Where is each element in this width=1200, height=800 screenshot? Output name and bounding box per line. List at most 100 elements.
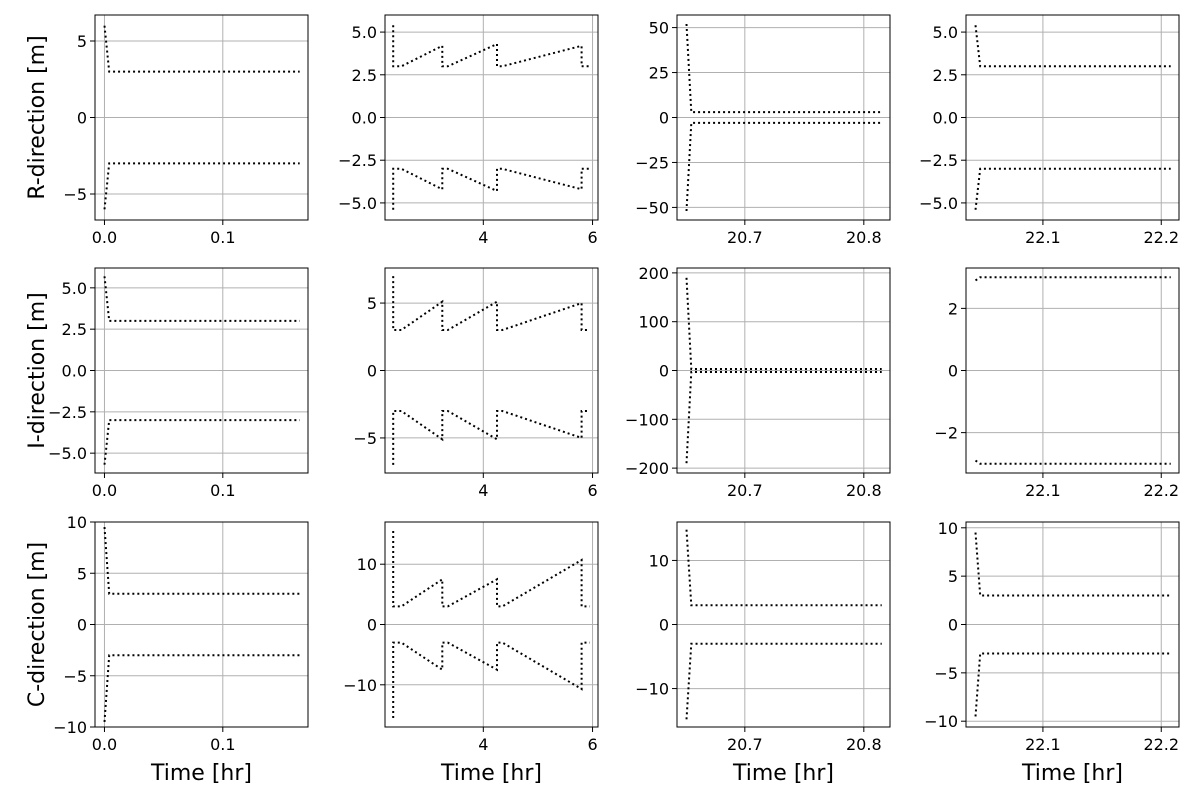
y-tick-label: 0 xyxy=(659,362,669,381)
y-tick-label: −5.0 xyxy=(48,444,87,463)
y-tick-label: 2 xyxy=(948,299,958,318)
series-line-0 xyxy=(103,276,300,322)
y-axis-label: C-direction [m] xyxy=(25,542,50,707)
x-tick-label: 6 xyxy=(587,735,597,754)
y-tick-label: −5 xyxy=(63,667,87,686)
y-tick-label: 5 xyxy=(77,564,87,583)
x-tick-label: 6 xyxy=(587,481,597,500)
y-tick-label: 5 xyxy=(367,294,377,313)
y-tick-label: −2.5 xyxy=(338,151,377,170)
series-line-1 xyxy=(103,654,300,722)
y-tick-label: 5.0 xyxy=(62,279,87,298)
series-line-0 xyxy=(685,529,882,607)
x-tick-label: 0.1 xyxy=(210,735,235,754)
y-tick-label: 5.0 xyxy=(933,23,958,42)
y-tick-label: 0 xyxy=(659,109,669,128)
y-tick-label: 10 xyxy=(649,551,669,570)
y-tick-label: 5 xyxy=(948,567,958,586)
series-line-0 xyxy=(392,25,590,68)
x-tick-label: 20.7 xyxy=(727,481,763,500)
y-tick-label: −5.0 xyxy=(338,194,377,213)
x-tick-label: 0.0 xyxy=(92,481,117,500)
y-tick-label: 0 xyxy=(77,109,87,128)
y-tick-label: 0.0 xyxy=(352,109,377,128)
x-tick-label: 22.1 xyxy=(1025,735,1061,754)
x-tick-label: 20.8 xyxy=(846,481,882,500)
y-tick-label: −2.5 xyxy=(919,151,958,170)
series-line-0 xyxy=(974,276,1171,282)
x-tick-label: 0.1 xyxy=(210,481,235,500)
x-axis-label: Time [hr] xyxy=(440,761,542,786)
series-line-1 xyxy=(103,162,300,210)
series-line-1 xyxy=(103,419,300,465)
x-axis-label: Time [hr] xyxy=(1021,761,1123,786)
y-tick-label: −200 xyxy=(625,459,669,478)
y-tick-label: 0 xyxy=(77,616,87,635)
series-line-1 xyxy=(974,652,1171,717)
subplot-1-0: 0.0 0.1 −5.0 −2.5 0.0 2.5 5.0 I-direction [m] xyxy=(25,267,309,500)
x-tick-label: 22.1 xyxy=(1025,228,1061,247)
series-line-1 xyxy=(974,459,1171,465)
series-line-1 xyxy=(392,167,590,210)
y-tick-label: 0.0 xyxy=(933,109,958,128)
series-line-0 xyxy=(974,25,1171,68)
y-tick-label: 0 xyxy=(948,616,958,635)
series-line-1 xyxy=(685,371,882,464)
series-line-0 xyxy=(103,527,300,595)
series-line-1 xyxy=(685,642,882,720)
y-tick-label: 10 xyxy=(938,519,958,538)
y-tick-label: 0 xyxy=(948,362,958,381)
y-axis-label: R-direction [m] xyxy=(25,35,50,199)
y-tick-label: −5.0 xyxy=(919,194,958,213)
x-tick-label: 20.7 xyxy=(727,735,763,754)
y-tick-label: 2.5 xyxy=(62,320,87,339)
x-tick-label: 0.0 xyxy=(92,228,117,247)
series-line-0 xyxy=(392,531,590,608)
y-tick-label: −5 xyxy=(353,429,377,448)
x-tick-label: 20.8 xyxy=(846,228,882,247)
series-line-1 xyxy=(392,641,590,718)
subplot-1-1: 4 6 −5 0 5 xyxy=(353,267,599,500)
y-tick-label: 0 xyxy=(659,616,669,635)
subplot-2-0: 0.0 0.1 −10 −5 0 5 10 C-direction [m] Time [hr] xyxy=(25,513,309,786)
x-tick-label: 0.0 xyxy=(92,735,117,754)
series-line-1 xyxy=(974,167,1171,210)
y-tick-label: −10 xyxy=(924,712,958,731)
x-tick-label: 0.1 xyxy=(210,228,235,247)
x-tick-label: 22.1 xyxy=(1025,481,1061,500)
x-tick-label: 22.2 xyxy=(1143,481,1179,500)
x-tick-label: 22.2 xyxy=(1143,735,1179,754)
y-axis-label: I-direction [m] xyxy=(25,292,50,448)
y-tick-label: 100 xyxy=(638,313,669,332)
x-tick-label: 20.8 xyxy=(846,735,882,754)
x-axis-label: Time [hr] xyxy=(732,761,834,786)
y-tick-label: −5 xyxy=(63,185,87,204)
y-tick-label: 10 xyxy=(67,513,87,532)
y-tick-label: 0 xyxy=(367,616,377,635)
subplot-2-1: 4 6 −10 0 10 Time [hr] xyxy=(343,521,599,786)
y-tick-label: −50 xyxy=(635,198,669,217)
y-tick-label: 200 xyxy=(638,264,669,283)
y-tick-label: −10 xyxy=(343,676,377,695)
y-tick-label: 5.0 xyxy=(352,23,377,42)
y-tick-label: 25 xyxy=(649,64,669,83)
series-line-1 xyxy=(685,121,882,212)
subplot-2-3: 22.1 22.2 −10 −5 0 5 10 Time [hr] xyxy=(924,519,1180,786)
y-tick-label: −10 xyxy=(53,718,87,737)
y-tick-label: −100 xyxy=(625,410,669,429)
series-line-0 xyxy=(103,25,300,73)
y-tick-label: 5 xyxy=(77,32,87,51)
y-tick-label: 0.0 xyxy=(62,362,87,381)
x-tick-label: 4 xyxy=(478,735,488,754)
x-tick-label: 4 xyxy=(478,228,488,247)
x-axis-label: Time [hr] xyxy=(150,761,252,786)
series-line-0 xyxy=(392,276,590,331)
y-tick-label: −5 xyxy=(934,664,958,683)
y-tick-label: −2 xyxy=(934,424,958,443)
y-tick-label: −25 xyxy=(635,153,669,172)
x-tick-label: 6 xyxy=(587,228,597,247)
subplot-1-3: 22.1 22.2 −2 0 2 xyxy=(934,267,1180,500)
series-line-0 xyxy=(685,277,882,370)
y-tick-label: 10 xyxy=(357,555,377,574)
